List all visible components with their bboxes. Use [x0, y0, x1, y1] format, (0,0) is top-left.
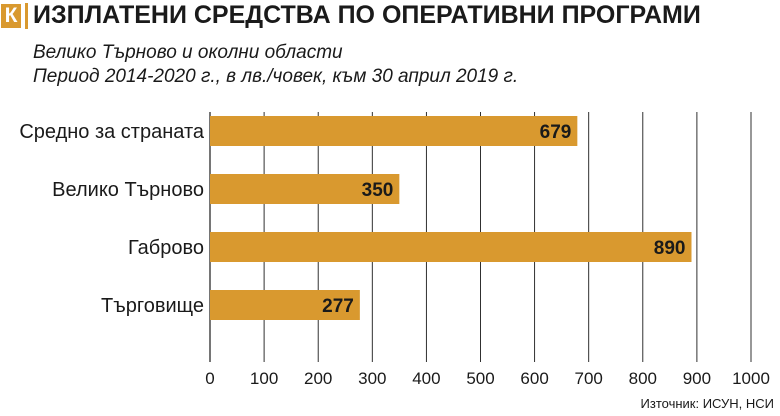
x-tick-label-200: 200: [304, 369, 332, 388]
x-tick-label-300: 300: [358, 369, 386, 388]
x-tick-label-900: 900: [683, 369, 711, 388]
data-label-3: 277: [322, 296, 354, 317]
x-tick-label-600: 600: [520, 369, 548, 388]
x-tick-label-100: 100: [250, 369, 278, 388]
subtitle-period: Период 2014-2020 г., в лв./човек, към 30…: [33, 66, 519, 87]
data-label-2: 890: [654, 238, 686, 259]
bar-0: [210, 116, 578, 146]
header: К ИЗПЛАТЕНИ СРЕДСТВА ПО ОПЕРАТИВНИ ПРОГР…: [0, 0, 701, 30]
brand-divider: [25, 3, 28, 29]
brand-logo: К: [1, 4, 21, 28]
category-label-1: Велико Търново: [52, 179, 204, 201]
bar-1: [210, 174, 400, 204]
chart-title: ИЗПЛАТЕНИ СРЕДСТВА ПО ОПЕРАТИВНИ ПРОГРАМ…: [33, 0, 701, 29]
bar-3: [210, 290, 360, 320]
x-tick-label-700: 700: [575, 369, 603, 388]
x-tick-label-0: 0: [205, 369, 214, 388]
category-label-2: Габрово: [128, 237, 204, 259]
x-tick-label-800: 800: [629, 369, 657, 388]
subtitle-region: Велико Търново и околни области: [33, 42, 343, 63]
data-label-0: 679: [540, 122, 572, 143]
x-tick-label-1000: 1000: [732, 369, 770, 388]
category-label-3: Търговище: [101, 295, 204, 317]
source-note: Източник: ИСУН, НСИ: [640, 396, 774, 411]
bar-2: [210, 232, 692, 262]
x-tick-label-400: 400: [412, 369, 440, 388]
category-label-0: Средно за страната: [19, 121, 205, 143]
x-tick-label-500: 500: [466, 369, 494, 388]
data-label-1: 350: [362, 180, 394, 201]
